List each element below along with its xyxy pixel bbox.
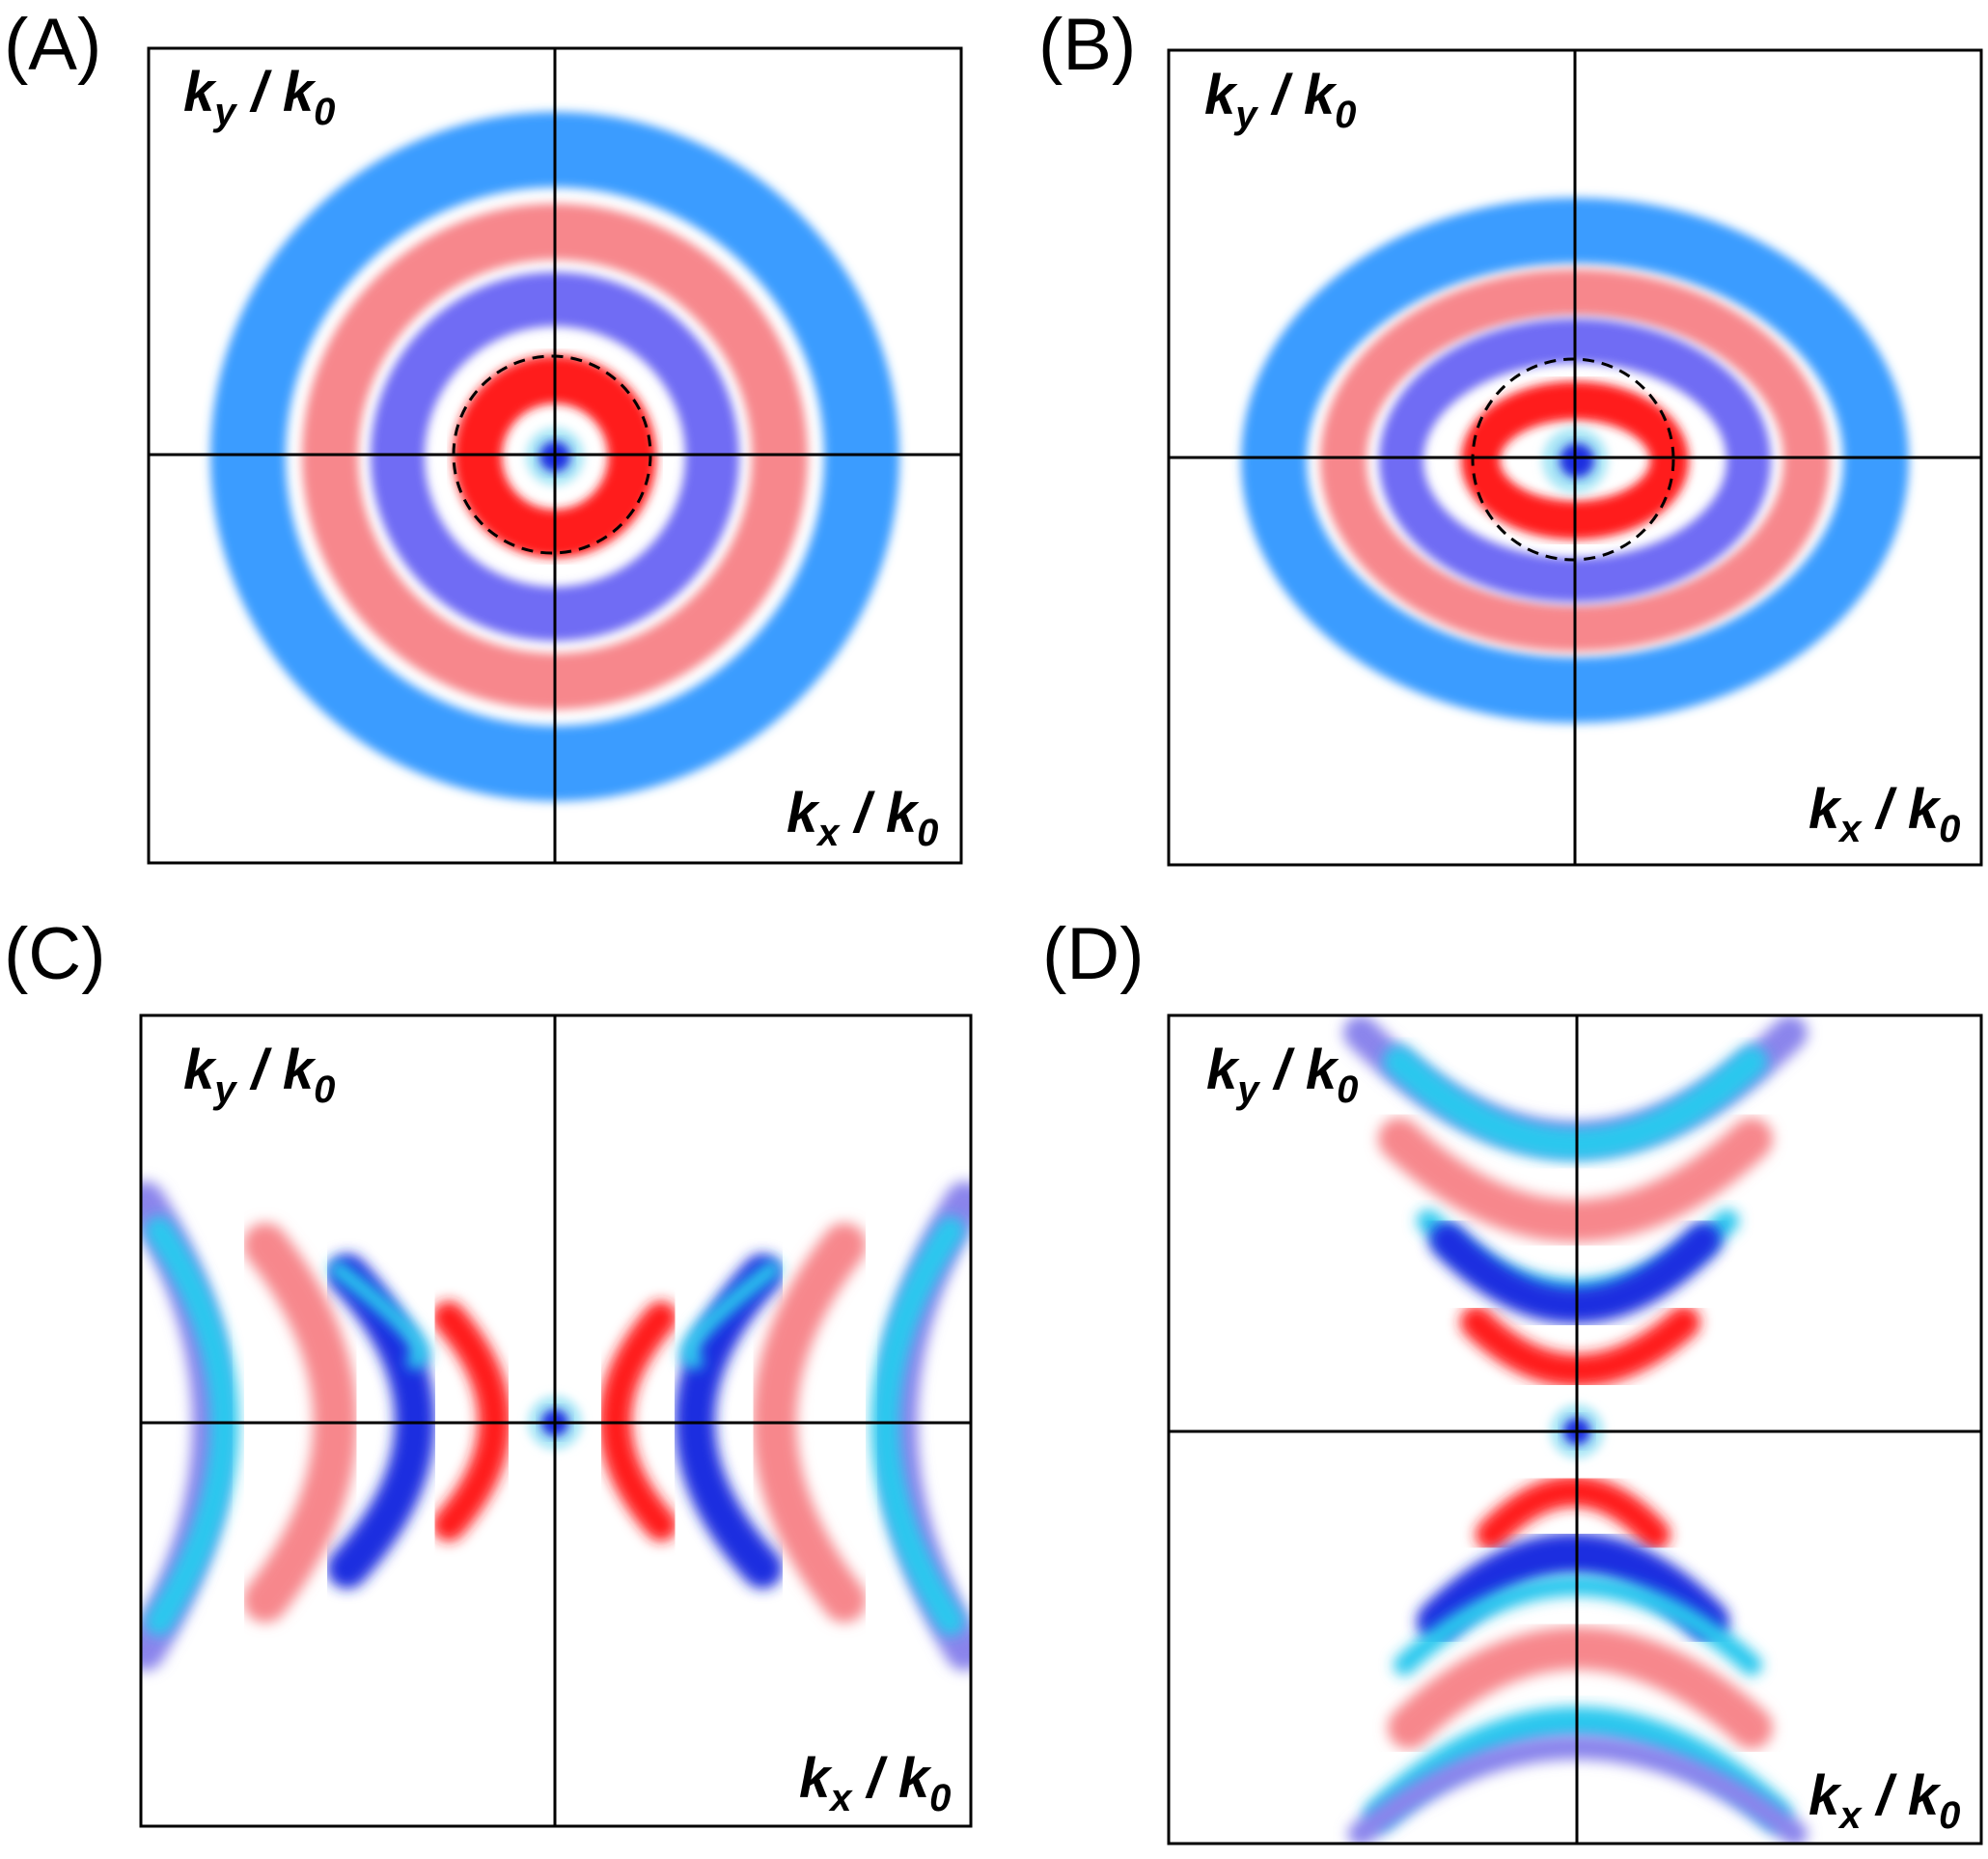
kx-axis-label: kx / k0 <box>787 782 938 854</box>
panel-d: (D) ky / k0 kx / k0 <box>1042 913 1983 1845</box>
panel-a-letter: (A) <box>4 4 101 86</box>
panel-c: (C) ky / k0 kx / k0 <box>4 913 973 1828</box>
dashed-guide-circle <box>1471 357 1675 562</box>
panel-d-frame <box>1167 1013 1983 1845</box>
kx-axis-label: kx / k0 <box>799 1747 951 1819</box>
center-dot <box>1560 443 1594 478</box>
panel-a-frame <box>147 46 963 865</box>
panel-b-letter: (B) <box>1038 4 1136 86</box>
band-bottom-red <box>1476 1476 1670 1550</box>
band-top-deep-blue <box>1429 1222 1722 1324</box>
kx-axis-label: kx / k0 <box>1809 778 1960 850</box>
kx-axis-label: kx / k0 <box>1809 1764 1960 1837</box>
panel-c-frame <box>139 1013 973 1828</box>
panel-d-pattern <box>1343 1015 1808 1844</box>
band-left-cyan-inner <box>329 1261 430 1370</box>
ky-axis-label: ky / k0 <box>1206 1039 1358 1111</box>
panel-b-frame <box>1167 48 1983 867</box>
band-top-red <box>1460 1306 1700 1387</box>
band-top-cyan <box>1383 1045 1768 1160</box>
panel-a: (A) ky / k0 kx / k0 <box>4 4 963 865</box>
ky-axis-label: ky / k0 <box>183 61 335 133</box>
ky-axis-label: ky / k0 <box>1204 64 1356 136</box>
panel-b: (B) ky / k0 kx / k0 <box>1038 4 1983 867</box>
band-top-light-red <box>1378 1118 1773 1242</box>
band-bottom-deep-blue <box>1417 1533 1729 1643</box>
band-right-cyan-inner <box>679 1261 781 1370</box>
panel-d-letter: (D) <box>1042 913 1145 995</box>
panel-c-letter: (C) <box>4 913 106 995</box>
ky-axis-label: ky / k0 <box>183 1039 335 1111</box>
